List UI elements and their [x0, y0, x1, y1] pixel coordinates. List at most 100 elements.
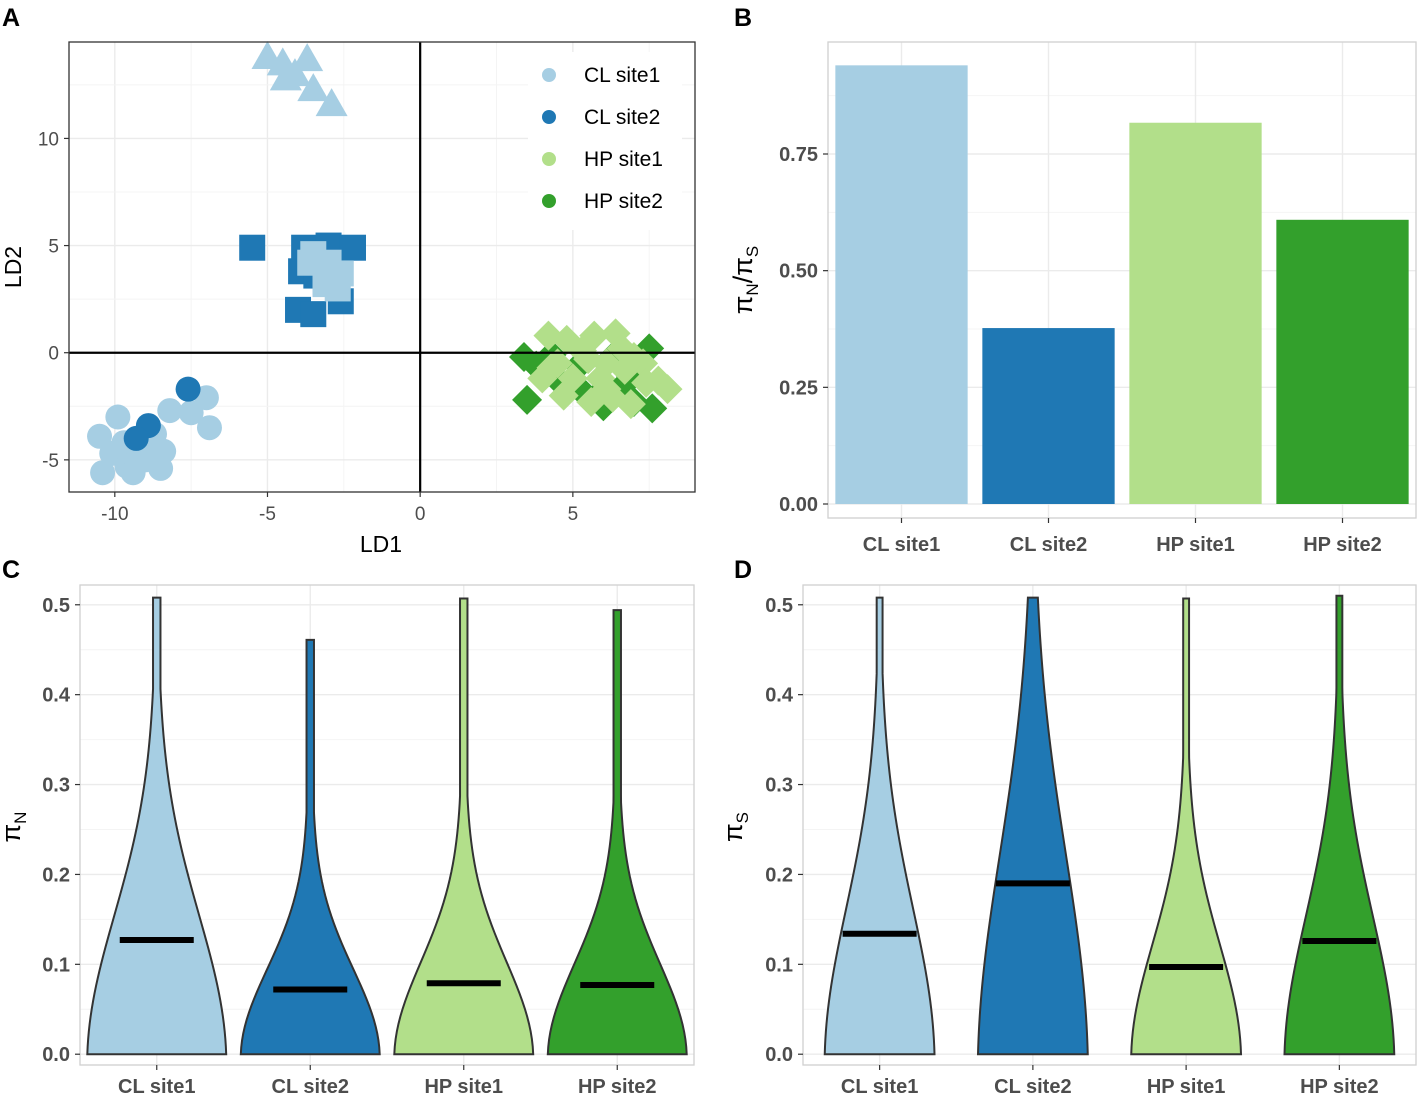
panel-a-ticks: -10 -5 0 5 -5 0 5 10: [38, 129, 578, 525]
legend-label-hp-site1: HP site1: [584, 148, 663, 171]
subscript-s: S: [743, 246, 762, 257]
panel-a-frame: [68, 41, 696, 493]
subscript-s: S: [733, 812, 752, 823]
point-cl-site1-circle: [90, 460, 116, 486]
panel-a-zero-lines: [69, 42, 695, 492]
panel-label-d: D: [734, 556, 752, 584]
point-cl-site2-square: [239, 234, 266, 261]
panel-c-violin: 0.0 0.1 0.2 0.3 0.4 0.5 CL site1 CL site2 HP sit…: [0, 584, 695, 1095]
y-tick-label: 0.2: [765, 864, 793, 886]
panel-label-c: C: [2, 556, 20, 584]
panel-d-violin: 0.0 0.1 0.2 0.3 0.4 0.5 CL site1 CL site2 HP sit…: [718, 584, 1417, 1095]
x-tick-label: 5: [568, 504, 579, 525]
x-tick-label: CL site2: [272, 1076, 349, 1095]
y-tick-label: 0.3: [765, 775, 793, 797]
point-cl-site2-circle: [175, 376, 201, 402]
x-tick-label: CL site2: [994, 1076, 1071, 1095]
panel-b-bar: 0.00 0.25 0.50 0.75 CL site1 CL site2 HP site1…: [728, 41, 1417, 556]
panel-a-legend: CL site1 CL site2 HP site1 HP site2: [528, 52, 682, 230]
y-tick-label: 0.0: [765, 1044, 793, 1066]
point-hp-site1-diamond: [536, 352, 567, 383]
panel-c-y-axis-label: πN: [0, 812, 30, 843]
pi-n-symbol: π: [728, 296, 758, 315]
x-tick-label: -10: [101, 504, 128, 525]
legend-key-hp-site2: [542, 194, 556, 208]
violin-cl-site2: [239, 638, 381, 1056]
y-tick-label: 0.00: [779, 494, 818, 516]
y-tick-label: 0.4: [765, 685, 794, 707]
panel-d-ticks: 0.0 0.1 0.2 0.3 0.4 0.5 CL site1 CL site2 HP sit…: [765, 595, 1378, 1095]
x-tick-label: 0: [415, 504, 426, 525]
point-cl-site1-circle: [196, 415, 222, 441]
point-cl-site1-triangle: [315, 88, 348, 117]
point-cl-site1-circle: [120, 460, 146, 486]
point-cl-site1-circle: [157, 398, 183, 424]
y-tick-label: 5: [48, 237, 59, 258]
y-tick-label: 0.75: [779, 144, 818, 166]
point-cl-site1-square: [297, 249, 324, 276]
x-tick-label: HP site2: [1303, 534, 1382, 556]
legend-label-cl-site1: CL site1: [584, 64, 660, 87]
pi-symbol: π: [0, 824, 26, 843]
violin-hp-site1: [393, 597, 535, 1056]
x-tick-label: HP site1: [424, 1076, 503, 1095]
legend-label-hp-site2: HP site2: [584, 190, 663, 213]
point-hp-site1-diamond: [631, 367, 662, 398]
bar-cl-site1: [835, 65, 968, 504]
violin-hp-site2: [1283, 594, 1396, 1056]
x-tick-label: HP site1: [1156, 534, 1235, 556]
y-tick-label: 0.1: [42, 954, 70, 976]
panel-d-y-axis-label: πS: [718, 812, 752, 842]
violin-cl-site1: [823, 596, 936, 1056]
x-tick-label: CL site1: [863, 534, 940, 556]
panel-a-y-axis-label: LD2: [0, 246, 26, 288]
point-cl-site1-circle: [87, 423, 113, 449]
panel-d-violins: [823, 594, 1396, 1056]
point-hp-site1-diamond: [615, 389, 646, 420]
y-tick-label: 0.4: [42, 685, 71, 707]
x-tick-label: HP site1: [1147, 1076, 1226, 1095]
point-hp-site1-diamond: [567, 335, 598, 366]
x-tick-label: CL site1: [118, 1076, 195, 1095]
legend-key-cl-site1: [542, 68, 556, 82]
panel-a-points: [87, 41, 683, 486]
point-cl-site1-triangle: [297, 73, 330, 102]
point-hp-site1-diamond: [591, 374, 622, 405]
panel-c-frame: [79, 584, 695, 1066]
point-cl-site1-circle: [178, 400, 204, 426]
panel-b-y-axis-label: πN/πS: [728, 246, 762, 314]
panel-label-a: A: [2, 4, 20, 32]
y-tick-label: 0.5: [765, 595, 793, 617]
x-tick-label: HP site2: [578, 1076, 657, 1095]
point-cl-site1-triangle: [291, 43, 324, 72]
panel-b-frame: [827, 41, 1417, 519]
y-tick-label: 0.2: [42, 864, 70, 886]
point-cl-site1-circle: [105, 404, 131, 430]
legend-key-cl-site2: [542, 110, 556, 124]
bar-cl-site2: [982, 328, 1115, 504]
point-hp-site2-diamond: [512, 384, 543, 415]
x-tick-label: CL site1: [841, 1076, 918, 1095]
violin-cl-site2: [976, 596, 1089, 1056]
y-tick-label: 0.5: [42, 595, 70, 617]
x-tick-label: CL site2: [1010, 534, 1087, 556]
point-cl-site1-circle: [148, 455, 174, 481]
point-hp-site1-diamond: [618, 342, 649, 372]
panel-b-ticks: 0.00 0.25 0.50 0.75 CL site1 CL site2 HP site1…: [779, 144, 1382, 556]
pi-symbol: π: [718, 823, 748, 842]
panel-c-violins: [86, 596, 688, 1056]
y-tick-label: 10: [38, 129, 59, 150]
y-tick-label: -5: [42, 451, 59, 472]
panel-a-scatter: CL site1 CL site2 HP site1 HP site2 -10 -…: [0, 41, 696, 557]
subscript-n: N: [11, 812, 30, 824]
panel-a-x-axis-label: LD1: [360, 531, 402, 557]
subscript-n: N: [743, 283, 762, 295]
violin-hp-site1: [1130, 597, 1243, 1056]
slash: /π: [728, 257, 758, 283]
legend-label-cl-site2: CL site2: [584, 106, 660, 129]
legend-key-hp-site1: [542, 152, 556, 166]
y-tick-label: 0.0: [42, 1044, 70, 1066]
y-tick-label: 0.1: [765, 954, 793, 976]
bar-hp-site2: [1276, 219, 1409, 505]
violin-hp-site2: [546, 609, 688, 1056]
